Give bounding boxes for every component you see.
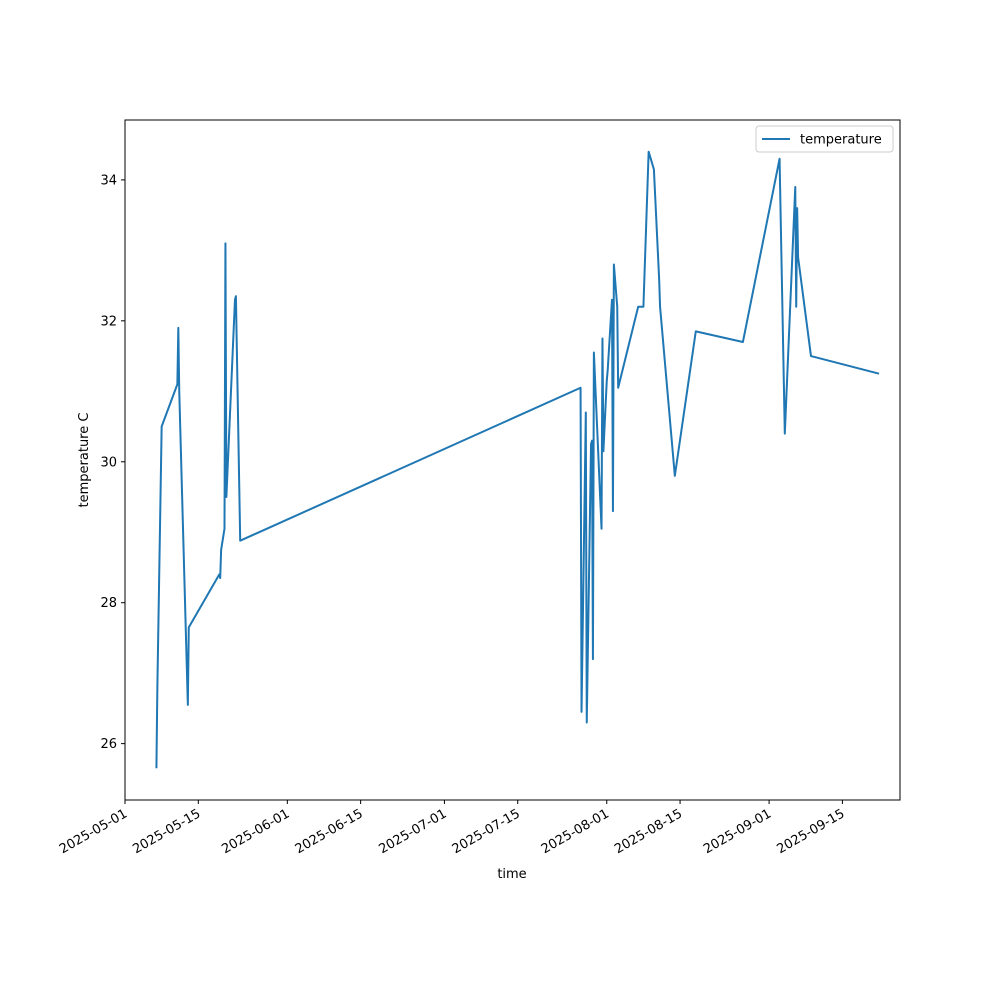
y-tick-label: 28 xyxy=(100,596,117,611)
y-axis-ticks: 26 28 30 32 34 xyxy=(100,173,125,752)
legend-box xyxy=(755,125,894,153)
legend-label-temperature: temperature xyxy=(800,133,882,148)
legend: temperature xyxy=(755,125,894,153)
y-tick-label: 30 xyxy=(100,455,117,470)
y-tick-label: 32 xyxy=(100,314,117,329)
y-axis-label: temperature C xyxy=(77,413,92,508)
series-line-temperature xyxy=(155,150,880,769)
series-layer xyxy=(155,150,880,769)
y-tick-label: 34 xyxy=(100,173,117,188)
x-axis-label: time xyxy=(497,867,526,882)
plot-frame xyxy=(124,119,901,801)
y-tick-label: 26 xyxy=(100,737,117,752)
